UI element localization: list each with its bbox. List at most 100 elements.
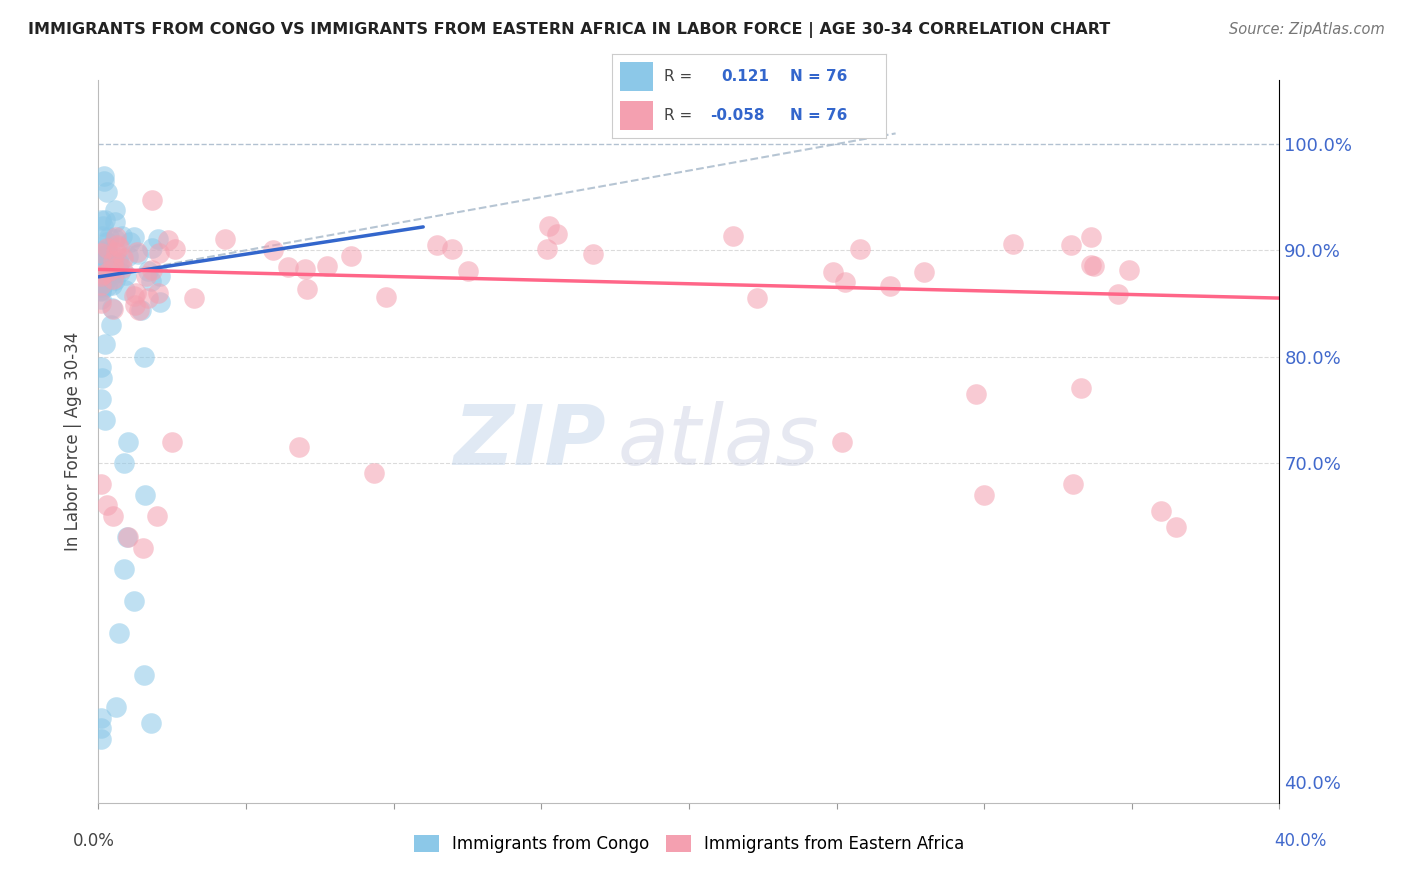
Point	[138, 291, 160, 305]
Point	[90, 246, 112, 260]
Point	[110, 265, 132, 279]
Point	[1118, 263, 1140, 277]
Point	[582, 246, 605, 260]
Point	[111, 260, 134, 275]
Point	[149, 294, 172, 309]
Point	[879, 279, 901, 293]
Text: N = 76: N = 76	[790, 108, 848, 123]
Text: N = 76: N = 76	[790, 69, 848, 84]
Point	[115, 530, 138, 544]
Point	[90, 212, 112, 227]
Point	[96, 279, 118, 293]
Point	[163, 242, 186, 256]
Point	[111, 252, 134, 266]
Point	[91, 219, 114, 233]
Point	[536, 243, 558, 257]
Point	[101, 301, 124, 316]
Point	[108, 240, 131, 254]
Point	[214, 232, 236, 246]
Point	[94, 275, 117, 289]
Point	[148, 246, 170, 260]
Point	[1080, 230, 1102, 244]
Point	[112, 456, 135, 470]
Point	[277, 260, 299, 274]
Point	[135, 268, 157, 283]
Point	[375, 290, 398, 304]
Point	[134, 488, 156, 502]
Point	[1107, 287, 1129, 301]
Point	[90, 284, 112, 298]
Point	[96, 235, 118, 249]
Point	[117, 434, 139, 449]
Point	[117, 249, 139, 263]
Point	[973, 488, 995, 502]
Point	[91, 261, 114, 276]
Point	[183, 291, 205, 305]
Point	[90, 277, 112, 292]
Point	[104, 231, 127, 245]
Point	[426, 237, 449, 252]
Point	[146, 286, 169, 301]
Point	[101, 301, 124, 316]
Point	[162, 434, 183, 449]
Point	[103, 266, 125, 280]
Text: 0.0%: 0.0%	[73, 831, 115, 849]
Point	[139, 716, 162, 731]
Point	[94, 413, 117, 427]
Text: 40.0%: 40.0%	[1274, 831, 1327, 849]
Point	[156, 234, 179, 248]
Point	[90, 711, 112, 725]
Point	[97, 230, 120, 244]
Point	[93, 213, 115, 227]
Point	[100, 318, 122, 333]
Point	[965, 386, 987, 401]
Text: 0.121: 0.121	[721, 69, 769, 84]
Point	[94, 248, 117, 262]
Point	[90, 268, 112, 283]
Text: R =: R =	[664, 108, 692, 123]
Point	[1062, 477, 1084, 491]
Point	[537, 219, 560, 233]
Point	[90, 722, 112, 736]
Point	[101, 254, 124, 268]
Text: ZIP: ZIP	[454, 401, 606, 482]
Point	[831, 434, 853, 449]
Point	[104, 215, 127, 229]
Point	[93, 174, 115, 188]
Point	[149, 269, 172, 284]
Point	[1080, 258, 1102, 272]
Point	[146, 508, 169, 523]
Point	[823, 265, 845, 279]
Point	[90, 275, 112, 289]
Point	[1150, 503, 1173, 517]
Point	[100, 278, 122, 293]
Point	[114, 283, 136, 297]
Point	[91, 271, 114, 285]
Point	[100, 268, 122, 283]
Point	[93, 337, 115, 351]
Point	[90, 732, 112, 747]
Point	[112, 562, 135, 576]
Point	[90, 249, 112, 263]
Point	[91, 371, 114, 385]
Point	[721, 228, 744, 243]
Point	[90, 271, 112, 285]
Point	[912, 265, 935, 279]
Point	[122, 594, 145, 608]
Point	[105, 700, 128, 714]
Point	[111, 228, 134, 243]
Point	[96, 241, 118, 255]
Point	[107, 237, 129, 252]
Point	[136, 264, 159, 278]
Point	[262, 243, 284, 257]
Point	[98, 264, 121, 278]
Point	[120, 235, 142, 249]
Point	[97, 248, 120, 262]
Point	[90, 477, 112, 491]
Point	[294, 261, 316, 276]
Point	[129, 302, 152, 317]
Point	[90, 249, 112, 263]
Point	[834, 275, 856, 289]
Point	[93, 251, 115, 265]
Point	[747, 291, 769, 305]
